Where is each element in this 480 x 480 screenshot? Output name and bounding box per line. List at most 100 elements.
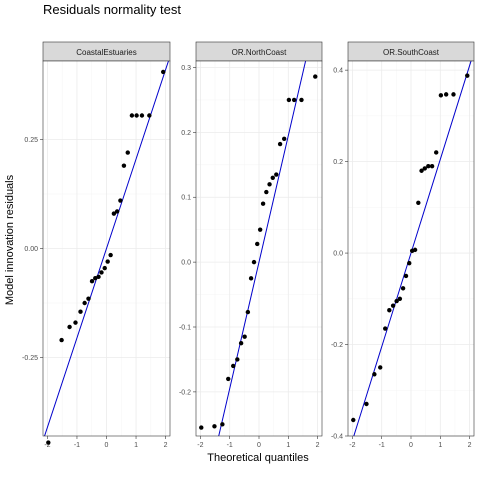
panel-border — [347, 60, 475, 437]
data-point — [129, 113, 135, 118]
facet-OR.NorthCoast: OR.NorthCoast -2 -1 0 1 2 -0.2 -0.1 0.0 0.1 0.2 0.3 — [179, 41, 323, 449]
data-point — [264, 189, 269, 195]
data-point — [134, 113, 139, 118]
data-point — [245, 309, 251, 315]
data-point — [99, 270, 104, 275]
data-point — [118, 198, 123, 203]
x-tick-label: 2 — [164, 442, 168, 449]
facet-panels: CoastalEstuaries-2 -1 0 1 2-0.250.000.25OR.N… — [22, 41, 475, 449]
facet-strip-label: OR.NorthCoast — [232, 48, 287, 57]
data-point — [400, 286, 406, 291]
data-point — [231, 363, 236, 369]
data-point — [451, 92, 456, 97]
y-tick-label: 0.4 — [333, 68, 343, 75]
facet-CoastalEstuaries: CoastalEstuaries -2 -1 0 1 2 -0.25 0.00 0.25 — [22, 41, 171, 449]
y-tick-label: 0.2 — [333, 159, 343, 166]
data-point — [277, 141, 283, 147]
data-point — [161, 69, 166, 75]
y-tick-label: 0.2 — [181, 130, 191, 137]
data-point — [139, 113, 145, 118]
data-point — [226, 376, 231, 382]
x-tick-label: 2 — [468, 442, 472, 449]
panel-border — [42, 60, 171, 437]
data-point — [372, 372, 377, 377]
y-tick-label: 0.25 — [24, 137, 38, 144]
data-point — [67, 324, 72, 330]
y-tick-label: -0.2 — [331, 342, 343, 349]
chart-title: Residuals normality test — [43, 2, 181, 17]
facet-OR.SouthCoast: OR.SouthCoast -2 -1 0 1 2 -0.4 -0.2 0.0 0.2 0.4 — [331, 41, 475, 449]
data-point — [364, 401, 369, 407]
data-point — [412, 247, 418, 253]
data-point — [390, 303, 396, 308]
data-point — [105, 259, 110, 264]
data-point — [286, 97, 292, 103]
data-point — [235, 357, 240, 362]
data-point — [299, 97, 304, 103]
data-point — [108, 252, 113, 258]
data-point — [260, 201, 266, 206]
data-point — [251, 259, 257, 265]
data-point — [257, 227, 263, 232]
data-point — [59, 337, 64, 343]
data-point — [387, 308, 392, 313]
data-point — [255, 241, 260, 247]
data-point — [212, 424, 217, 429]
data-point — [46, 440, 51, 445]
x-tick-label: -1 — [227, 442, 233, 449]
data-point — [86, 296, 91, 301]
y-tick-label: 0.0 — [333, 251, 343, 258]
data-point — [378, 365, 383, 370]
data-point — [438, 93, 444, 98]
data-point — [242, 334, 247, 339]
y-axis-title: Model innovation residuals — [4, 174, 16, 305]
qq-reference-line — [353, 61, 472, 436]
x-tick-label: 2 — [316, 442, 320, 449]
data-point — [274, 172, 279, 177]
data-point — [351, 417, 356, 423]
data-point — [114, 209, 120, 214]
x-tick-label: 0 — [409, 442, 413, 449]
data-point — [429, 163, 435, 169]
qq-reference-line — [44, 61, 169, 436]
x-tick-label: -2 — [197, 442, 203, 449]
data-point — [270, 175, 275, 180]
data-point — [111, 211, 117, 216]
data-point — [82, 300, 87, 306]
qq-reference-line — [218, 61, 307, 436]
y-tick-label: -0.2 — [179, 389, 191, 396]
data-point — [121, 163, 127, 168]
data-point — [102, 265, 107, 271]
data-point — [248, 276, 254, 281]
y-tick-label: 0.0 — [181, 260, 191, 267]
data-point — [313, 74, 318, 79]
x-tick-label: 0 — [257, 442, 261, 449]
data-point — [199, 425, 204, 430]
data-point — [394, 298, 399, 304]
data-point — [96, 274, 101, 280]
data-point — [416, 200, 421, 205]
x-tick-label: -1 — [379, 442, 385, 449]
data-point — [465, 73, 470, 78]
data-point — [78, 309, 83, 314]
data-point — [291, 97, 297, 103]
data-point — [125, 150, 130, 155]
y-tick-label: 0.1 — [181, 195, 191, 202]
facet-strip-label: OR.SouthCoast — [383, 48, 440, 57]
x-tick-label: 1 — [286, 442, 290, 449]
data-point — [89, 279, 95, 284]
data-point — [383, 326, 388, 331]
data-point — [407, 260, 412, 266]
x-tick-label: 1 — [134, 442, 138, 449]
panel-border — [195, 60, 323, 437]
data-point — [267, 182, 272, 187]
x-tick-label: -2 — [349, 442, 355, 449]
x-tick-label: 1 — [438, 442, 442, 449]
data-point — [422, 166, 427, 171]
data-point — [238, 341, 244, 346]
y-tick-label: 0.00 — [24, 246, 38, 253]
x-axis-title: Theoretical quantiles — [207, 452, 309, 464]
y-tick-label: -0.4 — [331, 434, 343, 441]
data-point — [397, 296, 403, 302]
